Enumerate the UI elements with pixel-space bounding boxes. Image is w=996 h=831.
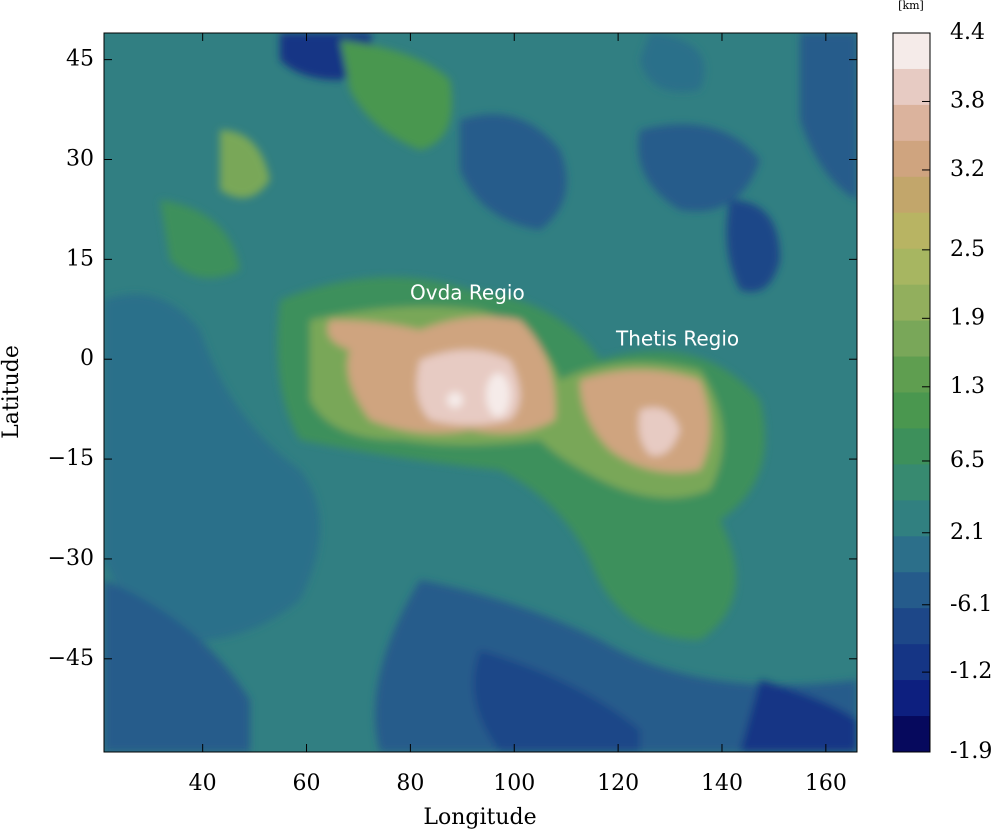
colorbar-tick-label: 2.5 xyxy=(950,237,985,262)
colorbar-tick-label: 6.5 xyxy=(950,448,985,473)
colorbar-band xyxy=(893,464,930,501)
colorbar-band xyxy=(893,680,930,717)
colorbar-tick-label: 1.3 xyxy=(950,374,985,399)
colorbar-band xyxy=(893,212,930,250)
y-tick-label: 30 xyxy=(66,146,94,171)
colorbar-frame xyxy=(892,32,931,753)
plot-frame xyxy=(103,32,858,753)
colorbar-band xyxy=(893,284,930,322)
colorbar-band xyxy=(893,320,930,358)
y-tick-label: 45 xyxy=(66,47,94,72)
colorbar-band xyxy=(893,644,930,681)
colorbar-band xyxy=(893,536,930,573)
colorbar-band xyxy=(893,140,930,178)
colorbar-band xyxy=(893,428,930,465)
colorbar-band xyxy=(893,248,930,286)
x-axis-label: Longitude xyxy=(423,805,536,830)
annotation: Ovda Regio xyxy=(410,281,525,305)
x-tick-label: 160 xyxy=(805,771,847,796)
colorbar-band xyxy=(893,356,930,393)
x-tick-label: 120 xyxy=(597,771,639,796)
colorbar-tick-label: 3.8 xyxy=(950,88,985,113)
colorbar-label: [km] xyxy=(898,0,924,12)
y-tick-label: 15 xyxy=(66,246,94,271)
x-tick-label: 140 xyxy=(701,771,743,796)
colorbar-tick-label: -6.1 xyxy=(950,592,992,617)
colorbar-band xyxy=(893,572,930,609)
colorbar-tick-label: 3.2 xyxy=(950,157,985,182)
annotation: Thetis Regio xyxy=(615,327,739,351)
colorbar-tick-label: -1.9 xyxy=(950,739,992,764)
y-tick-label: −30 xyxy=(48,546,94,571)
colorbar-band xyxy=(893,500,930,537)
x-tick-label: 80 xyxy=(396,771,424,796)
colorbar-tick-label: -1.2 xyxy=(950,659,992,684)
y-tick-label: 0 xyxy=(80,346,94,371)
x-tick-label: 40 xyxy=(189,771,217,796)
colorbar-band xyxy=(893,716,930,753)
colorbar-band xyxy=(893,104,930,142)
contour-field xyxy=(104,33,857,752)
colorbar-band xyxy=(893,608,930,645)
colorbar-tick-label: 2.1 xyxy=(950,520,985,545)
x-tick-label: 60 xyxy=(293,771,321,796)
y-axis-label: Latitude xyxy=(0,345,24,439)
colorbar-band xyxy=(893,33,930,70)
x-tick-label: 100 xyxy=(493,771,535,796)
colorbar-band xyxy=(893,68,930,106)
colorbar-tick-label: 4.4 xyxy=(950,20,985,45)
colorbar-band xyxy=(893,176,930,214)
y-tick-label: −15 xyxy=(48,446,94,471)
y-tick-label: −45 xyxy=(48,646,94,671)
colorbar-band xyxy=(893,392,930,429)
colorbar-tick-label: 1.9 xyxy=(950,305,985,330)
